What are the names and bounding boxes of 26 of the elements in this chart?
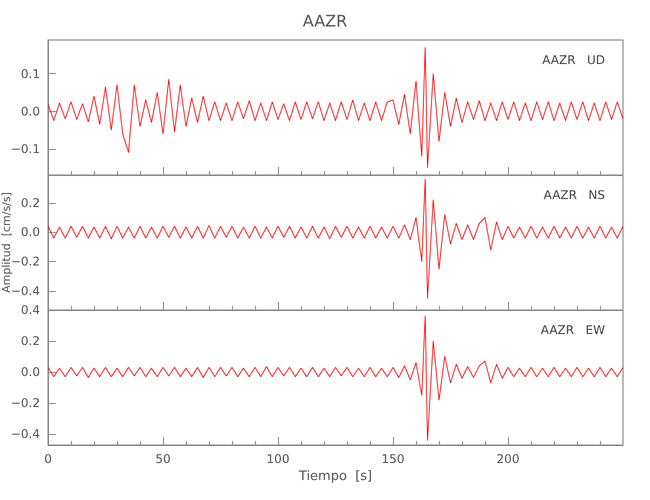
chart-title: AAZR: [302, 12, 348, 30]
y-tick-label: 0.2: [20, 196, 40, 210]
y-tick-label: −0.2: [10, 396, 40, 410]
line-series: [48, 316, 624, 441]
x-tick-label: 200: [496, 452, 520, 466]
y-tick-label: −0.2: [10, 254, 40, 269]
x-tick-label: 0: [44, 452, 52, 466]
y-tick-label: 0.0: [20, 104, 40, 118]
y-tick-label: 0.2: [20, 334, 40, 348]
x-tick-label: 150: [382, 452, 404, 466]
x-axis-title: Tiempo [s]: [298, 468, 372, 484]
y-tick-label: 0.1: [20, 66, 40, 81]
y-tick-label: 0.0: [20, 365, 40, 380]
y-tick-label: −0.4: [10, 427, 40, 442]
annotation: AAZR NS: [544, 188, 606, 202]
y-tick-label: 0.4: [20, 303, 40, 317]
y-axis-title: Amplitud [cm/s/s]: [0, 192, 13, 293]
line-series: [48, 47, 624, 168]
annotation: AAZR UD: [542, 53, 606, 67]
x-tick-label: 100: [266, 452, 290, 466]
y-tick-label: −0.1: [10, 142, 40, 156]
x-tick-label: 50: [155, 452, 171, 466]
annotation: AAZR EW: [540, 323, 606, 337]
y-tick-label: 0.0: [20, 225, 40, 240]
y-tick-label: −0.4: [10, 284, 40, 298]
line-series: [48, 179, 624, 299]
